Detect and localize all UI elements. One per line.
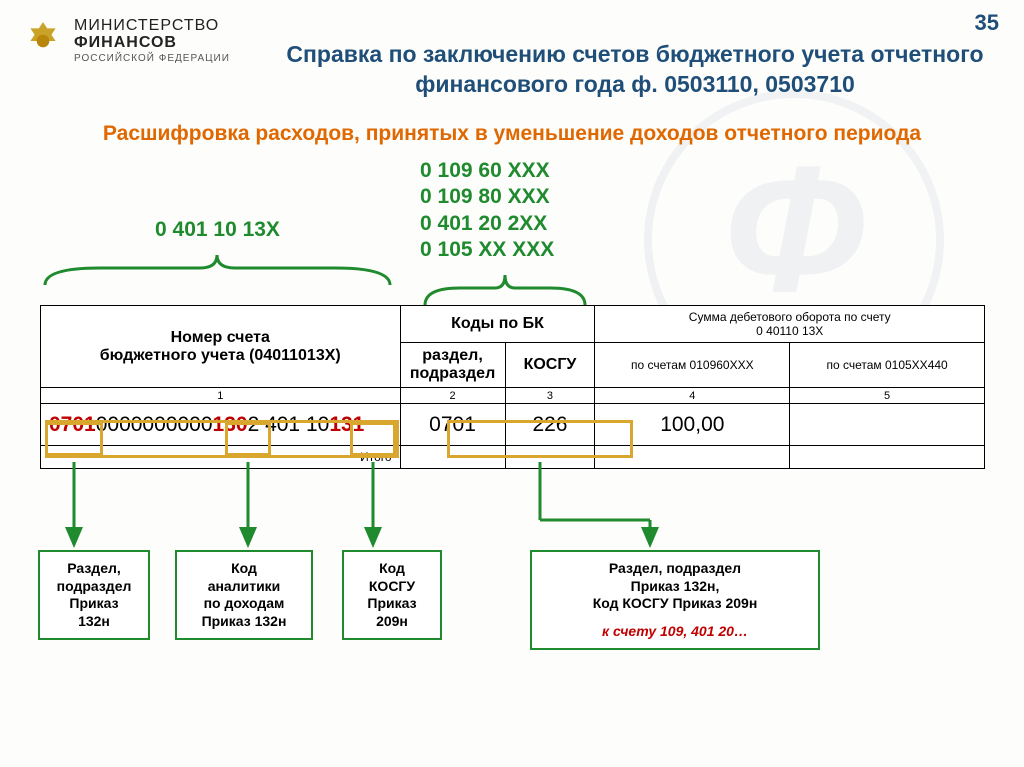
ministry-line3: РОССИЙСКОЙ ФЕДЕРАЦИИ [74, 54, 230, 65]
code-line: 0 109 60 XXX [420, 158, 554, 184]
ministry-name: МИНИСТЕРСТВО ФИНАНСОВ РОССИЙСКОЙ ФЕДЕРАЦ… [74, 18, 230, 64]
colnum: 4 [595, 388, 790, 404]
th-razdel: раздел, подраздел [400, 343, 505, 388]
slide-title: Справка по заключению счетов бюджетного … [270, 40, 1000, 100]
colnum: 1 [41, 388, 401, 404]
callout-note: к счету 109, 401 20… [538, 623, 812, 641]
ministry-line2: ФИНАНСОВ [74, 35, 230, 52]
callout-combined: Раздел, подраздел Приказ 132н, Код КОСГУ… [530, 550, 820, 650]
brace-left-icon [40, 250, 395, 290]
th-kosgu: КОСГУ [505, 343, 595, 388]
cell-sum2 [790, 404, 985, 446]
page-number: 35 [975, 10, 999, 36]
th-account: Номер счета бюджетного учета (04011013X) [41, 306, 401, 388]
colnum: 5 [790, 388, 985, 404]
callout-kosgu: Код КОСГУ Приказ 209н [342, 550, 442, 640]
th-sum1: по счетам 010960XXX [595, 343, 790, 388]
th-sum: Сумма дебетового оборота по счету 0 4011… [595, 306, 985, 343]
th-sum2: по счетам 0105XX440 [790, 343, 985, 388]
highlight-box [447, 420, 633, 458]
ministry-line1: МИНИСТЕРСТВО [74, 18, 230, 35]
callout-razdel: Раздел, подраздел Приказ 132н [38, 550, 150, 640]
code-line: 0 401 20 2XX [420, 211, 554, 237]
code-line: 0 105 XX XXX [420, 237, 554, 263]
cell-empty [790, 446, 985, 469]
header-logo: МИНИСТЕРСТВО ФИНАНСОВ РОССИЙСКОЙ ФЕДЕРАЦ… [22, 18, 230, 64]
highlight-box [45, 420, 399, 458]
account-code-left: 0 401 10 13X [155, 218, 280, 242]
th-bk-codes: Коды по БК [400, 306, 595, 343]
account-codes-right: 0 109 60 XXX 0 109 80 XXX 0 401 20 2XX 0… [420, 158, 554, 263]
brace-right-icon [420, 270, 590, 310]
slide-subtitle: Расшифровка расходов, принятых в уменьше… [40, 122, 984, 146]
colnum: 2 [400, 388, 505, 404]
colnum: 3 [505, 388, 595, 404]
state-emblem-icon [22, 20, 64, 62]
code-line: 0 109 80 XXX [420, 184, 554, 210]
callout-analytics: Код аналитики по доходам Приказ 132н [175, 550, 313, 640]
